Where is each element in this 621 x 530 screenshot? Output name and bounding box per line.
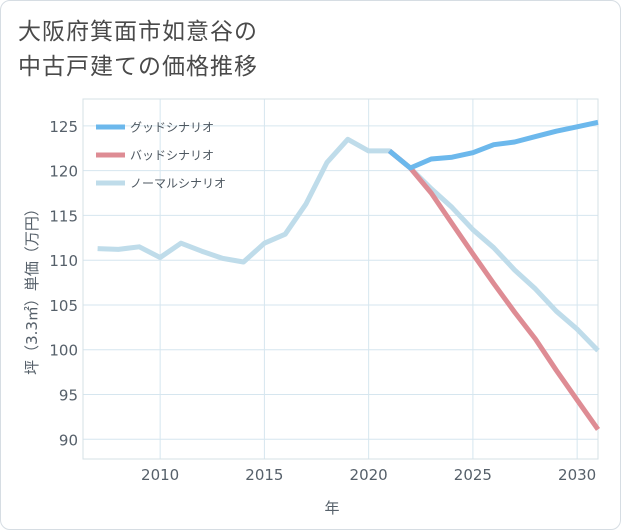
series-line-normal bbox=[97, 136, 600, 353]
chart-title-line-1: 大阪府箕面市如意谷の bbox=[18, 19, 258, 45]
y-tick-100: 100 bbox=[49, 342, 78, 360]
y-tick-95: 95 bbox=[59, 387, 78, 405]
y-tick-120: 120 bbox=[49, 163, 78, 181]
y-axis-title: 坪（3.3㎡）単価（万円） bbox=[23, 201, 41, 375]
y-axis-ticks: 90 95 100 105 110 115 120 125 bbox=[49, 118, 78, 449]
y-tick-110: 110 bbox=[49, 252, 78, 270]
x-tick-2015: 2015 bbox=[245, 466, 283, 484]
chart-title-line-2: 中古戸建ての価格推移 bbox=[18, 54, 258, 80]
plot-frame bbox=[82, 98, 599, 460]
x-tick-2020: 2020 bbox=[350, 466, 388, 484]
grid-lines bbox=[83, 99, 598, 459]
chart-title: 大阪府箕面市如意谷の 中古戸建ての価格推移 bbox=[18, 15, 258, 85]
y-tick-125: 125 bbox=[49, 118, 78, 136]
x-axis-title: 年 bbox=[324, 499, 339, 517]
y-tick-115: 115 bbox=[49, 207, 78, 225]
x-tick-2030: 2030 bbox=[558, 466, 596, 484]
series-line-good bbox=[387, 119, 599, 171]
y-tick-105: 105 bbox=[49, 297, 78, 315]
x-tick-2025: 2025 bbox=[454, 466, 492, 484]
series-line-bad bbox=[387, 148, 601, 431]
x-tick-2010: 2010 bbox=[141, 466, 179, 484]
series-lines bbox=[97, 119, 601, 431]
x-axis-ticks: 2010 2015 2020 2025 2030 bbox=[141, 466, 596, 484]
legend-label-bad: バッドシナリオ bbox=[130, 149, 214, 163]
legend-label-normal: ノーマルシナリオ bbox=[130, 177, 226, 191]
legend-label-good: グッドシナリオ bbox=[130, 121, 214, 135]
y-tick-90: 90 bbox=[59, 431, 78, 449]
